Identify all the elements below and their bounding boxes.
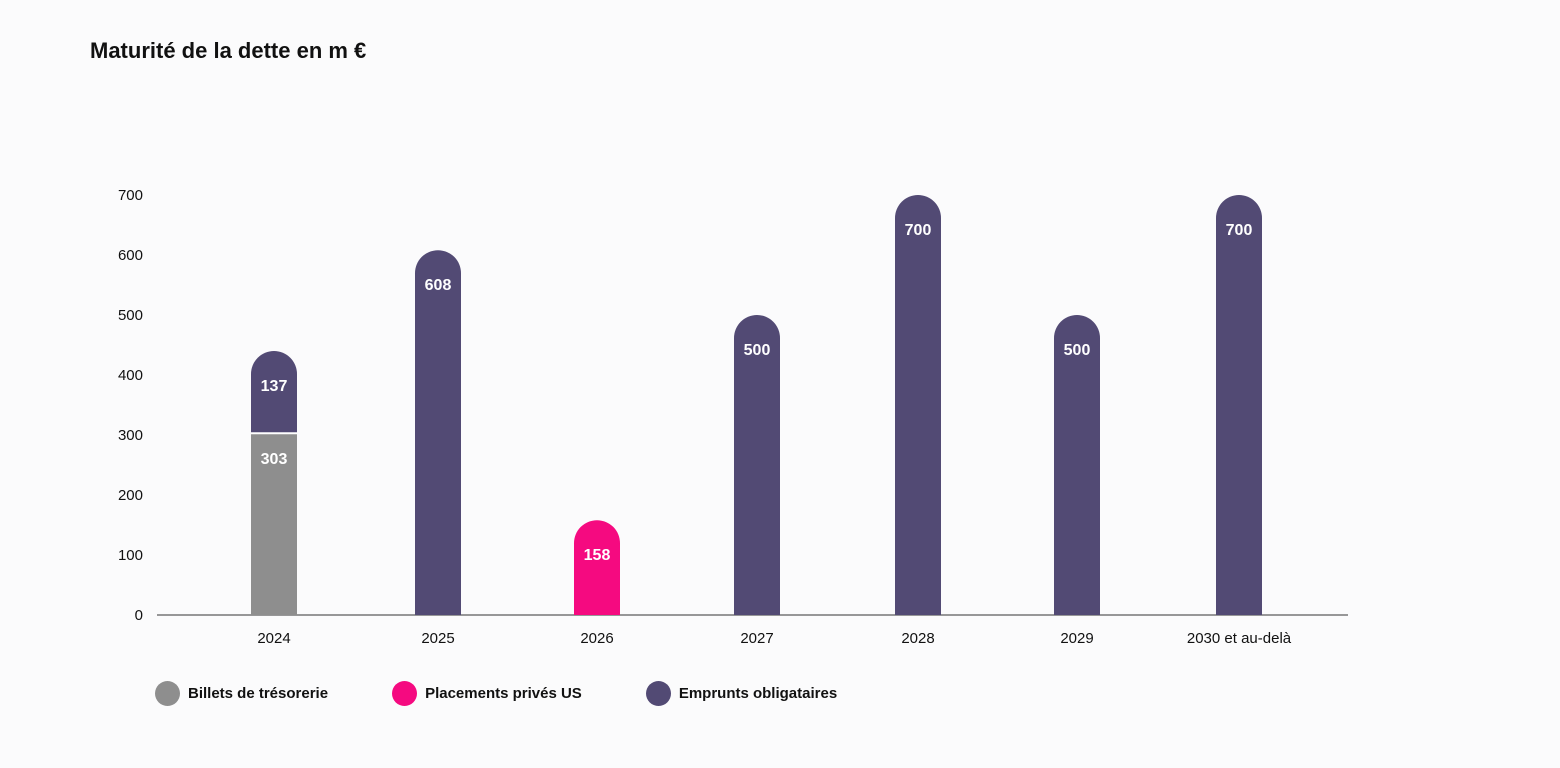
y-tick-label: 400	[118, 367, 143, 384]
legend-swatch-placements	[392, 681, 418, 706]
bar-value-label: 158	[584, 547, 611, 564]
bar-segment	[574, 520, 620, 615]
bar-segment	[895, 195, 941, 615]
y-tick-label: 100	[118, 547, 143, 564]
bar-segment	[415, 250, 461, 615]
legend-label-placements: Placements privés US	[425, 685, 582, 702]
bar-value-label: 700	[905, 222, 932, 239]
y-tick-label: 700	[118, 187, 143, 204]
x-tick-label: 2025	[421, 630, 454, 647]
bar-value-label: 608	[425, 277, 452, 294]
legend-item-placements[interactable]: Placements privés US	[392, 681, 582, 706]
chart-title: Maturité de la dette en m €	[90, 38, 367, 63]
x-tick-label: 2027	[740, 630, 773, 647]
legend-label-emprunts: Emprunts obligataires	[678, 685, 838, 702]
bar-segment	[734, 315, 780, 615]
x-tick-label: 2026	[580, 630, 613, 647]
legend-item-emprunts[interactable]: Emprunts obligataires	[645, 681, 838, 706]
y-tick-label: 200	[118, 487, 143, 504]
y-tick-label: 300	[118, 427, 143, 444]
y-tick-label: 0	[135, 607, 143, 624]
legend-swatch-billets	[155, 681, 180, 706]
x-tick-label: 2024	[257, 630, 290, 647]
bar-segment	[251, 433, 297, 615]
y-tick-label: 500	[118, 307, 143, 324]
bar-value-label: 303	[261, 451, 288, 468]
chart-legend: Billets de trésorerie Placements privés …	[155, 681, 901, 706]
bar-value-label: 700	[1226, 222, 1253, 239]
bar-chart: 0 100 200 300 400 500 600 700 303 137 2024 608 2025 1…	[118, 187, 1348, 647]
y-tick-label: 600	[118, 247, 143, 264]
x-tick-label: 2028	[901, 630, 934, 647]
bar-segment	[1216, 195, 1262, 615]
x-tick-label: 2030 et au-delà	[1187, 630, 1292, 647]
legend-label-billets: Billets de trésorerie	[188, 685, 329, 702]
x-tick-label: 2029	[1060, 630, 1093, 647]
legend-item-billets[interactable]: Billets de trésorerie	[155, 681, 328, 706]
legend-swatch-emprunts	[645, 681, 671, 706]
bar-value-label: 500	[1064, 342, 1091, 359]
bar-segment	[251, 351, 297, 434]
bar-value-label: 137	[261, 378, 288, 395]
bar-segment	[1054, 315, 1100, 615]
bar-value-label: 500	[744, 342, 771, 359]
